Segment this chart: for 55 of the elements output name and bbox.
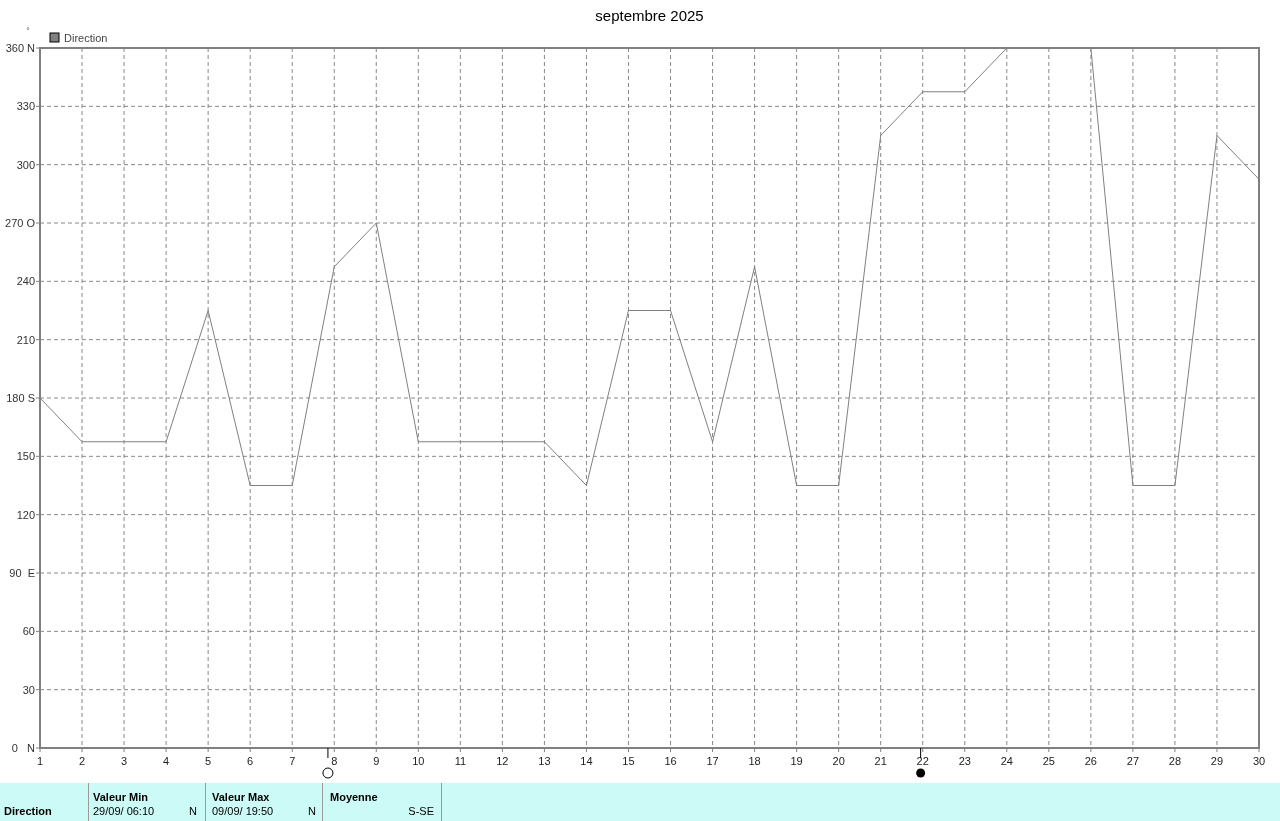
x-tick-label: 26 [1084, 755, 1097, 767]
x-tick-label: 2 [78, 755, 86, 767]
x-tick-label: 7 [289, 755, 296, 767]
x-tick-label: 21 [874, 755, 887, 767]
x-tick-label: 9 [373, 755, 380, 767]
x-tick-label: 24 [1000, 755, 1013, 767]
y-tick-label: 90 E [9, 567, 35, 579]
x-tick-label: 11 [454, 755, 467, 767]
y-tick-label: 240 [16, 275, 35, 288]
x-tick-label: 14 [580, 755, 593, 767]
y-axis-title: ° [26, 26, 31, 36]
y-tick-label: 150 [16, 450, 35, 463]
x-tick-label: 1 [36, 755, 44, 767]
x-tick-label: 6 [247, 755, 254, 767]
text: 29/09/ 06:10 [93, 805, 155, 817]
x-tick-label: 17 [706, 755, 719, 767]
x-tick-label: 13 [538, 755, 551, 767]
text: Valeur Max [212, 791, 271, 803]
x-tick-label: 4 [163, 755, 170, 767]
x-tick-label: 23 [958, 755, 971, 767]
x-tick-label: 5 [205, 755, 212, 767]
y-tick-label: 360 N [5, 42, 36, 54]
y-tick-label: 270 O [5, 217, 36, 229]
y-tick-label: 60 [22, 625, 35, 638]
text: S-SE [408, 805, 434, 817]
y-tick-label: 0 N [11, 742, 36, 754]
x-tick-label: 10 [412, 755, 425, 767]
x-tick-label: 16 [664, 755, 677, 767]
y-tick-label: 30 [22, 683, 35, 696]
x-tick-label: 30 [1252, 755, 1266, 767]
y-tick-label: 120 [16, 508, 35, 521]
y-tick-label: 180 S [6, 392, 35, 404]
x-tick-label: 19 [790, 755, 803, 767]
text: N [308, 805, 317, 817]
x-tick-label: 18 [748, 755, 761, 767]
x-tick-label: 3 [121, 755, 128, 767]
x-tick-label: 29 [1210, 755, 1224, 767]
text: 09/09/ 19:50 [212, 805, 274, 817]
x-tick-label: 8 [331, 755, 338, 767]
y-tick-label: 330 [16, 100, 35, 113]
x-tick-label: 20 [832, 755, 845, 767]
legend-label: Direction [64, 32, 108, 44]
x-tick-label: 25 [1042, 755, 1055, 767]
x-tick-label: 27 [1126, 755, 1140, 767]
text: N [189, 805, 198, 817]
text: Direction [4, 805, 52, 817]
y-tick-label: 300 [16, 158, 35, 171]
x-tick-label: 12 [496, 755, 509, 767]
text: Moyenne [330, 791, 378, 803]
y-tick-label: 210 [16, 333, 35, 346]
chart-title: septembre 2025 [595, 7, 704, 24]
x-tick-label: 22 [916, 755, 929, 767]
text: Valeur Min [93, 791, 149, 803]
x-tick-label: 15 [622, 755, 635, 767]
x-tick-label: 28 [1168, 755, 1182, 767]
